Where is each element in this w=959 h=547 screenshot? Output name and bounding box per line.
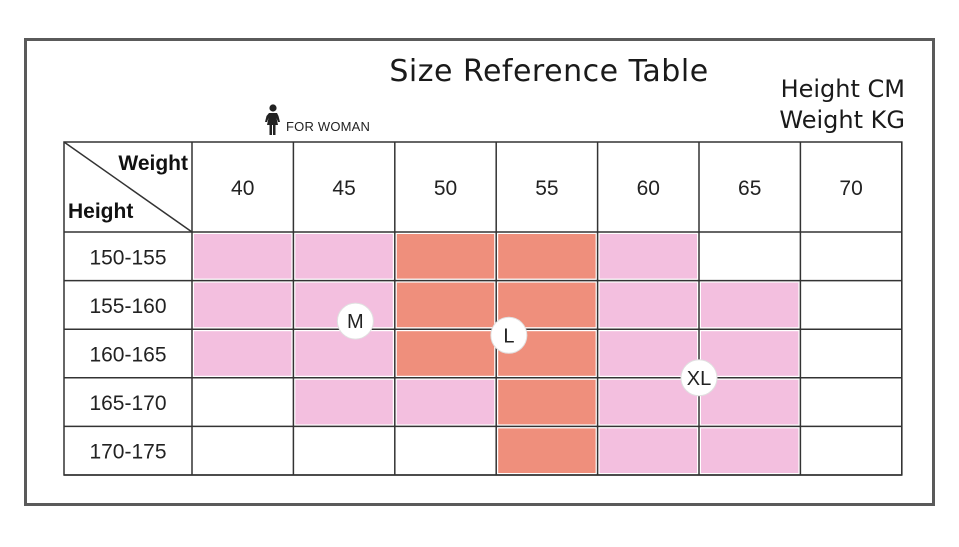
cell-170-175-40 <box>194 428 292 473</box>
for-woman-label: FOR WOMAN <box>262 96 370 136</box>
cell-170-175-55 <box>498 428 596 473</box>
column-header-45: 45 <box>332 177 355 200</box>
cell-155-160-40 <box>194 282 292 328</box>
cell-155-160-65 <box>701 282 799 328</box>
cell-160-165-65 <box>701 331 799 376</box>
cell-150-155-50 <box>396 234 495 279</box>
cell-155-160-70 <box>802 282 900 328</box>
column-header-40: 40 <box>231 177 254 200</box>
cell-160-165-40 <box>194 331 292 376</box>
cell-170-175-70 <box>802 428 900 473</box>
column-header-50: 50 <box>434 177 457 200</box>
cell-170-175-60 <box>599 428 697 473</box>
cell-150-155-40 <box>194 234 292 279</box>
column-header-60: 60 <box>637 177 660 200</box>
units-weight: Weight KG <box>779 106 905 134</box>
size-label-l: L <box>503 325 514 347</box>
for-woman-text: FOR WOMAN <box>286 119 371 134</box>
cell-155-160-50 <box>396 282 495 328</box>
cell-150-155-45 <box>295 234 393 279</box>
woman-icon <box>265 104 280 135</box>
corner-weight-label: Weight <box>118 152 188 175</box>
cell-160-165-70 <box>802 331 900 376</box>
cell-165-170-65 <box>701 379 799 425</box>
row-header-155-160: 155-160 <box>89 295 166 318</box>
row-header-160-165: 160-165 <box>89 344 166 367</box>
column-header-65: 65 <box>738 177 761 200</box>
cell-150-155-70 <box>802 234 900 279</box>
cell-150-155-60 <box>599 234 697 279</box>
size-badge-l <box>490 316 528 354</box>
size-label-xl: XL <box>687 368 711 390</box>
row-header-150-155: 150-155 <box>89 246 166 269</box>
cell-160-165-45 <box>295 331 393 376</box>
cell-165-170-60 <box>599 379 697 425</box>
corner-height-label: Height <box>68 200 133 223</box>
cell-170-175-45 <box>295 428 393 473</box>
cell-165-170-50 <box>396 379 495 425</box>
row-header-170-175: 170-175 <box>89 441 166 464</box>
corner-diagonal <box>63 141 193 233</box>
column-header-70: 70 <box>839 177 862 200</box>
size-badge-xl <box>680 359 718 397</box>
cell-155-160-60 <box>599 282 697 328</box>
size-label-m: M <box>347 311 364 333</box>
cell-170-175-50 <box>396 428 495 473</box>
cell-150-155-65 <box>701 234 799 279</box>
cell-165-170-55 <box>498 379 596 425</box>
row-header-165-170: 165-170 <box>89 392 166 415</box>
cell-165-170-45 <box>295 379 393 425</box>
size-badge-m <box>336 302 374 340</box>
cell-160-165-60 <box>599 331 697 376</box>
units-legend: Height CM Weight KG <box>760 74 905 136</box>
units-height: Height CM <box>780 75 905 103</box>
cell-150-155-55 <box>498 234 596 279</box>
chart-title: Size Reference Table <box>389 54 709 89</box>
cell-165-170-40 <box>194 379 292 425</box>
cell-170-175-65 <box>701 428 799 473</box>
column-header-55: 55 <box>535 177 558 200</box>
cell-165-170-70 <box>802 379 900 425</box>
cell-160-165-50 <box>396 331 495 376</box>
